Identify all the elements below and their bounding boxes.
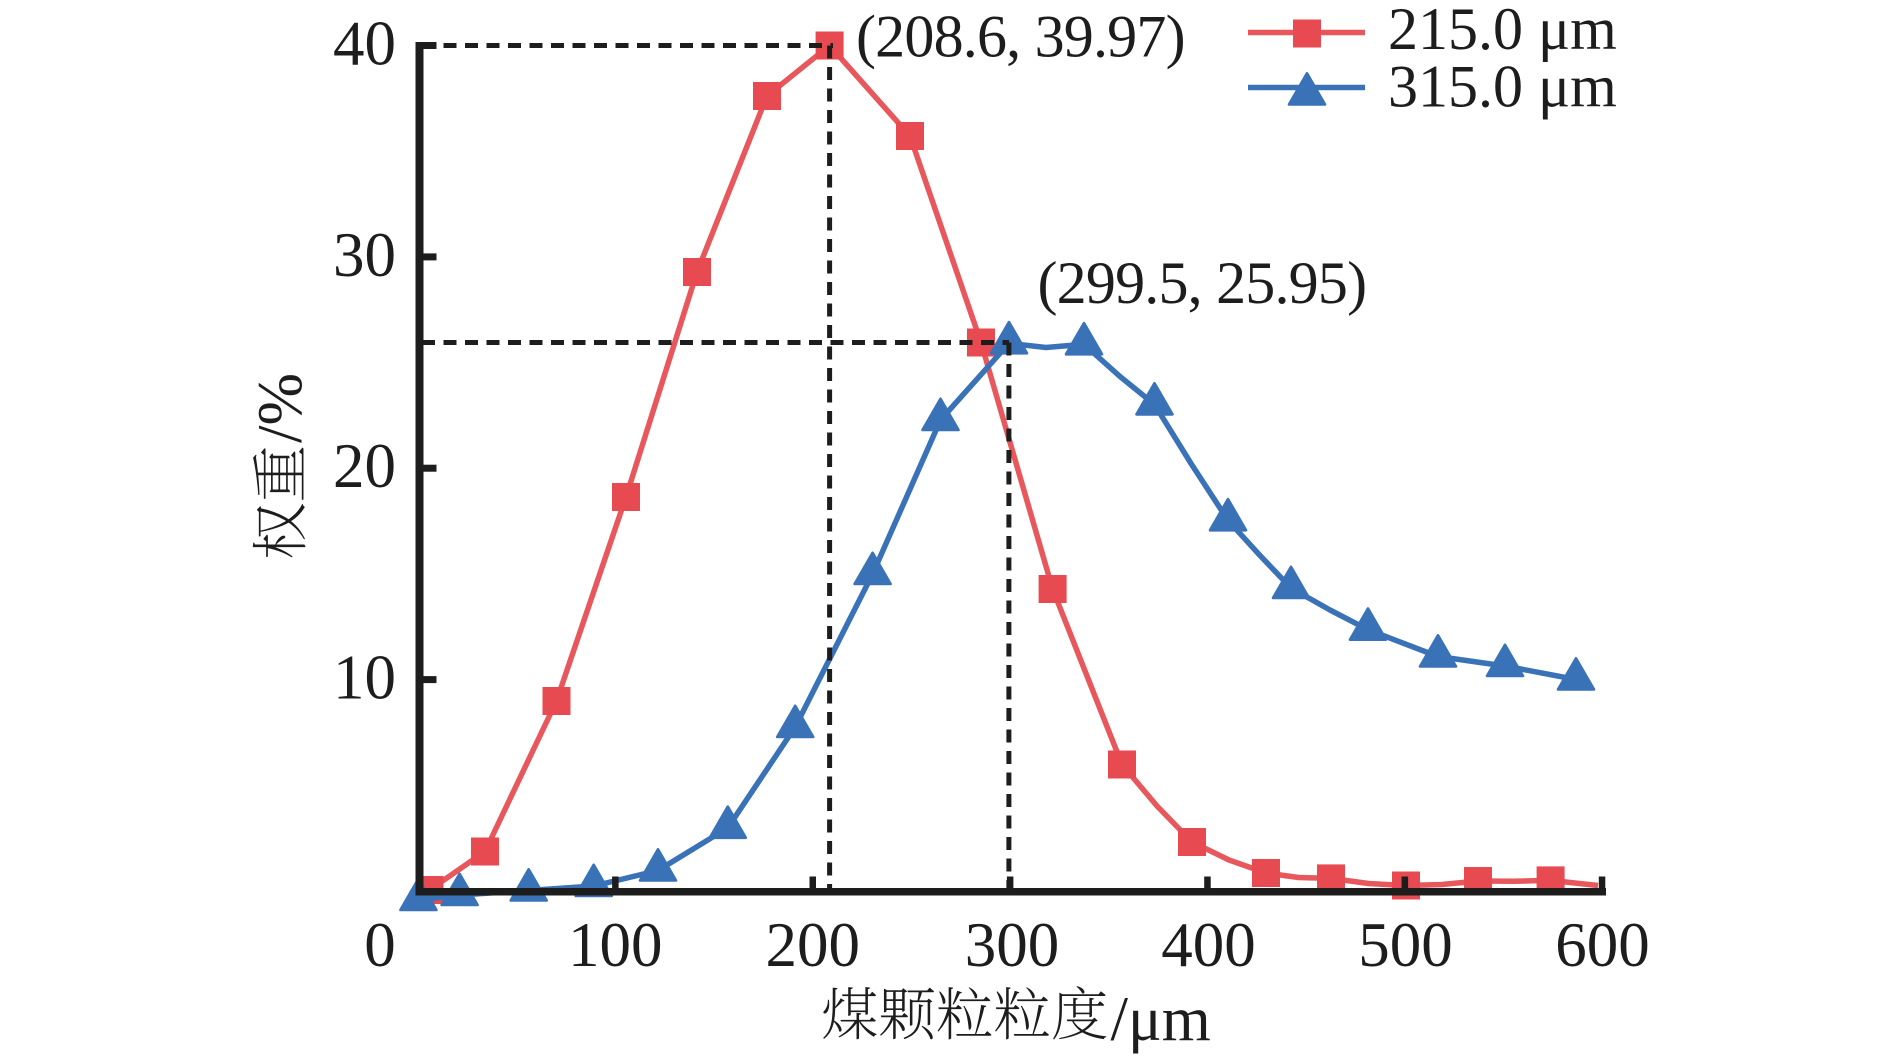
svg-text:100: 100 — [568, 910, 663, 980]
svg-text:600: 600 — [1555, 910, 1650, 980]
svg-text:500: 500 — [1358, 910, 1453, 980]
svg-text:215.0 μm: 215.0 μm — [1388, 0, 1617, 62]
svg-text:315.0 μm: 315.0 μm — [1388, 54, 1617, 120]
svg-text:300: 300 — [965, 910, 1060, 980]
svg-text:/%: /% — [245, 373, 315, 443]
svg-text:40: 40 — [333, 9, 396, 79]
svg-text:30: 30 — [333, 220, 396, 290]
svg-text:0: 0 — [364, 910, 396, 980]
svg-text:10: 10 — [333, 643, 396, 713]
svg-text:20: 20 — [333, 431, 396, 501]
svg-text:/μm: /μm — [1111, 984, 1211, 1054]
svg-text:(208.6, 39.97): (208.6, 39.97) — [856, 4, 1185, 70]
svg-text:(299.5, 25.95): (299.5, 25.95) — [1038, 250, 1367, 316]
svg-text:200: 200 — [765, 910, 860, 980]
svg-text:400: 400 — [1161, 910, 1256, 980]
